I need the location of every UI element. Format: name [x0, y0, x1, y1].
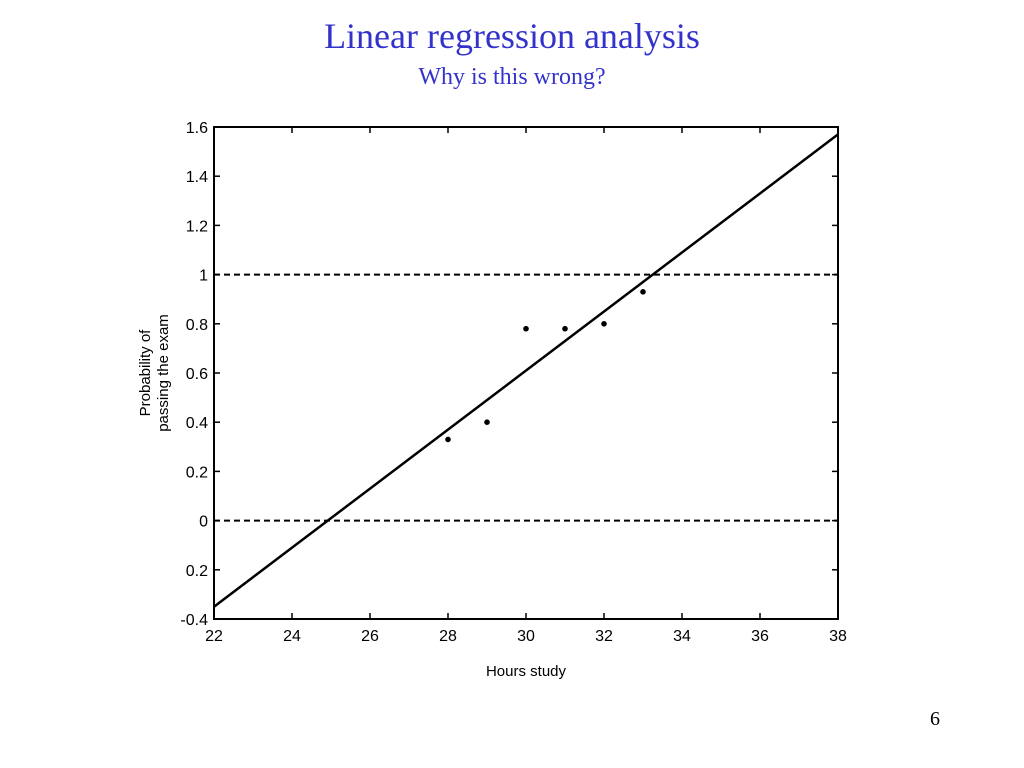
- slide-subtitle: Why is this wrong?: [418, 64, 606, 90]
- y-tick-label: 1: [199, 268, 208, 285]
- y-axis-label: Probability ofpassing the exam: [137, 314, 172, 432]
- regression-line: [213, 133, 839, 608]
- y-axis-label-line: passing the exam: [155, 314, 172, 432]
- y-tick-label: 0.8: [186, 317, 208, 334]
- y-axis: -0.4 0.2 0 0.2 0.4 0.6 0.8 1 1.2 1.4 1.6: [180, 120, 838, 629]
- y-tick-label: 0.2: [186, 563, 208, 580]
- y-tick-label: 0.4: [186, 415, 208, 432]
- data-point: [523, 325, 529, 332]
- x-axis: 22 24 26 28 30 32 34 36 38: [205, 127, 847, 645]
- x-axis-label: Hours study: [486, 663, 567, 680]
- x-tick-label: 34: [673, 628, 691, 645]
- data-point: [640, 289, 646, 295]
- data-point: [562, 325, 568, 332]
- x-tick-label: 26: [361, 628, 379, 645]
- x-tick-label: 30: [517, 628, 535, 645]
- y-tick-label: -0.4: [180, 612, 208, 629]
- y-tick-label: 1.2: [186, 218, 208, 235]
- data-point: [484, 419, 490, 426]
- slide-title: Linear regression analysis: [324, 16, 700, 56]
- x-tick-label: 36: [751, 628, 769, 645]
- x-tick-label: 28: [439, 628, 457, 645]
- data-points: [445, 289, 646, 443]
- data-point: [601, 321, 607, 327]
- x-tick-label: 32: [595, 628, 613, 645]
- y-tick-label: 1.4: [186, 169, 208, 186]
- y-tick-label: 1.6: [186, 120, 208, 137]
- slide-number: 6: [930, 708, 940, 730]
- data-point: [445, 436, 451, 443]
- x-tick-label: 22: [205, 628, 223, 645]
- y-tick-label: 0.6: [186, 366, 208, 383]
- x-tick-label: 24: [283, 628, 301, 645]
- y-tick-label: 0.2: [186, 464, 208, 481]
- reference-lines: [214, 273, 838, 522]
- y-tick-label: 0: [199, 514, 208, 531]
- x-tick-label: 38: [829, 628, 847, 645]
- plot-frame: [213, 126, 839, 620]
- y-axis-label-line: Probability of: [137, 329, 154, 417]
